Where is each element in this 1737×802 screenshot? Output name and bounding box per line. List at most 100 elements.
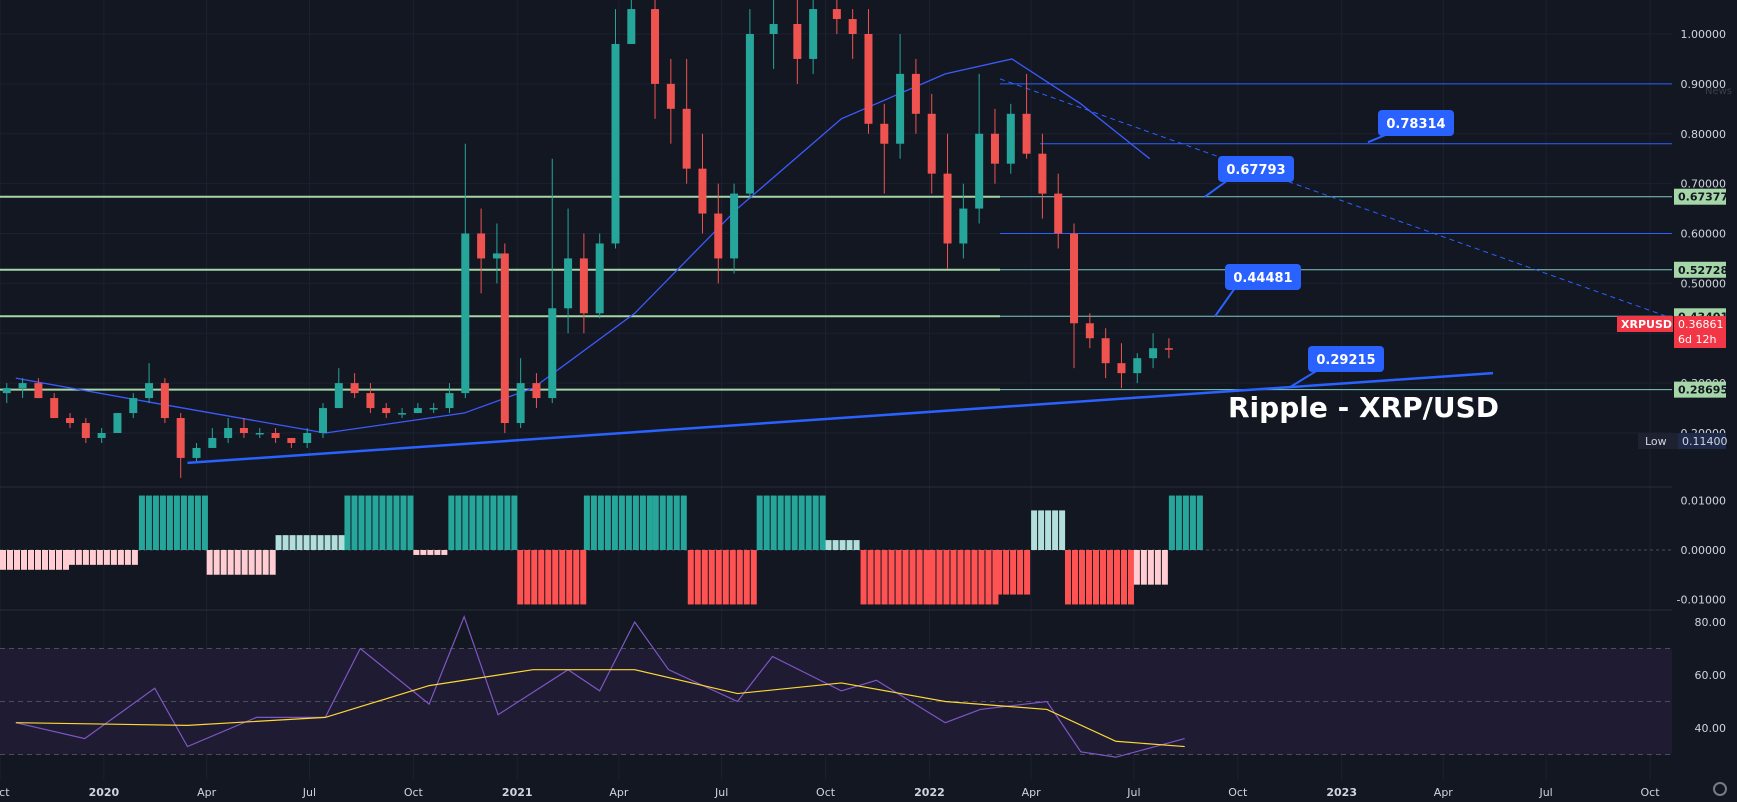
osc-bar: [358, 495, 365, 550]
osc-bar: [1140, 550, 1147, 585]
candle-body: [864, 34, 873, 124]
osc-bar: [583, 495, 590, 550]
candle-body: [911, 73, 920, 114]
osc-bar: [687, 550, 694, 605]
osc-bar: [929, 550, 936, 605]
osc-bar: [194, 495, 201, 550]
osc-bar: [75, 550, 82, 565]
osc-bar: [372, 495, 379, 550]
osc-bar: [220, 550, 227, 575]
osc-bar: [701, 550, 708, 605]
candle-body: [445, 393, 454, 409]
osc-bar: [173, 495, 180, 550]
osc-bar: [950, 550, 957, 605]
osc-bar: [63, 550, 69, 570]
time-axis[interactable]: Oct 2020 Apr Jul Oct 2021 Apr Jul Oct 2022 Apr Jul O…: [0, 780, 1737, 802]
osc-bar: [777, 495, 784, 550]
osc-bar: [566, 550, 573, 605]
osc-bar: [909, 550, 916, 605]
candle-body: [239, 428, 248, 433]
candle-body: [1101, 338, 1110, 364]
osc-bar: [476, 495, 483, 550]
osc-bar: [1189, 495, 1196, 550]
osc-bar: [545, 550, 552, 605]
osc-bar: [996, 550, 1003, 595]
osc-bar: [1175, 495, 1182, 550]
osc-bar: [7, 550, 13, 570]
osc-bar: [262, 550, 269, 575]
candle-body: [382, 408, 391, 414]
candle-body: [492, 253, 501, 259]
osc-bar: [673, 495, 680, 550]
osc-bar: [427, 550, 434, 555]
osc-bar: [791, 495, 798, 550]
candle-body: [176, 418, 185, 458]
callout-label: 0.44481: [1233, 271, 1292, 286]
osc-bar: [895, 550, 902, 605]
osc-bar: [269, 550, 276, 575]
candle-body: [208, 437, 217, 448]
osc-bar: [201, 495, 208, 550]
news-watermark: News: [1705, 86, 1733, 97]
candle-body: [611, 43, 620, 244]
osc-bar: [559, 550, 566, 605]
osc-bar: [680, 495, 687, 550]
time-tick-label: Apr: [1022, 786, 1042, 799]
osc-bar: [303, 535, 310, 550]
candle-body: [224, 428, 233, 438]
osc-bar: [1127, 550, 1134, 605]
time-tick-label: Oct: [0, 786, 10, 799]
settings-gear-icon[interactable]: [1713, 782, 1727, 796]
candle-body: [1006, 113, 1015, 164]
osc-bar: [531, 550, 538, 605]
ma-path: [15, 58, 1151, 434]
osc-bar: [441, 550, 448, 555]
osc-bar: [227, 550, 234, 575]
osc-bar: [715, 550, 722, 605]
candle-body: [896, 73, 905, 144]
callout-label: 0.78314: [1386, 117, 1445, 132]
candle-body: [350, 383, 359, 394]
candle-body: [1054, 193, 1063, 234]
low-value: 0.11400: [1682, 435, 1728, 448]
price-axis[interactable]: 1.00000 0.90000 0.80000 0.70000 0.60000 0.500…: [1672, 0, 1737, 780]
osc-bar: [1106, 550, 1113, 605]
horizontal-levels[interactable]: [0, 78, 1673, 391]
rsi-axis: 80.00 60.00 40.00: [1695, 616, 1727, 735]
osc-bar: [860, 550, 867, 605]
candle-body: [943, 173, 952, 244]
osc-bar: [590, 495, 597, 550]
candle-body: [271, 433, 280, 438]
osc-bar: [159, 495, 166, 550]
price-callouts[interactable]: 0.78314 0.67793 0.44481 0.29215: [1204, 110, 1454, 388]
osc-bar: [666, 495, 673, 550]
candle-body: [548, 308, 557, 399]
rsi-tick-label: 60.00: [1695, 669, 1727, 682]
osc-bar: [812, 495, 819, 550]
candle-body: [714, 213, 723, 259]
callout-pointer: [1204, 179, 1229, 198]
osc-bar: [296, 535, 303, 550]
candle-body: [398, 413, 407, 415]
time-tick-label: Apr: [1434, 786, 1454, 799]
osc-bar: [1031, 510, 1038, 550]
osc-bar: [839, 540, 846, 550]
osc-bar: [639, 495, 646, 550]
osc-bar: [483, 495, 490, 550]
osc-bar: [743, 550, 750, 605]
osc-bar: [166, 495, 173, 550]
osc-bar: [407, 495, 414, 550]
osc-bar: [131, 550, 138, 565]
osc-bar: [289, 535, 296, 550]
osc-bar: [324, 535, 331, 550]
osc-bar: [618, 495, 625, 550]
osc-bar: [462, 495, 469, 550]
support-trendline[interactable]: [187, 371, 1494, 465]
osc-bar: [455, 495, 462, 550]
osc-bar: [21, 550, 27, 570]
price-tick-label: 0.60000: [1681, 228, 1727, 241]
osc-bar: [580, 550, 587, 605]
callout-label: 0.29215: [1316, 353, 1375, 368]
osc-bar: [145, 495, 152, 550]
